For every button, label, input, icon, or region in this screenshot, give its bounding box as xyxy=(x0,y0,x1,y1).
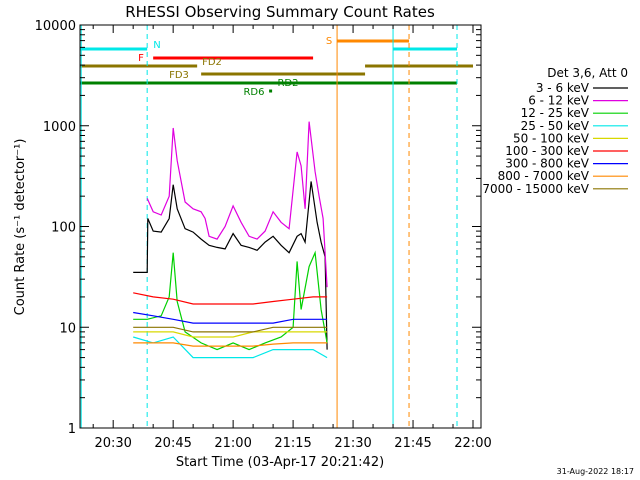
chart-title: RHESSI Observing Summary Count Rates xyxy=(125,3,435,21)
series-800-7000-kev xyxy=(133,342,328,347)
series-25-50-kev xyxy=(133,336,328,359)
legend-entry-label: 25 - 50 keV xyxy=(521,119,590,133)
vertical-line-layer xyxy=(80,25,458,428)
y-tick-label: 100 xyxy=(51,221,76,236)
series-100-300-kev xyxy=(133,292,328,305)
legend-entry-label: 100 - 300 keV xyxy=(505,144,589,158)
y-tick-label: 1 xyxy=(68,422,76,437)
y-tick-label: 10000 xyxy=(35,19,76,34)
flag-label-f: F xyxy=(138,53,144,64)
tick-layer: 20:30 20:45 21:00 21:15 21:30 21:45 22:00 1 10 10… xyxy=(35,19,492,451)
x-tick-label: 21:00 xyxy=(214,436,251,451)
x-tick-label: 20:30 xyxy=(94,436,131,451)
flag-label-rd6: RD6 xyxy=(243,87,264,98)
legend-entry-label: 300 - 800 keV xyxy=(505,157,589,171)
generated-timestamp: 31-Aug-2022 18:17 xyxy=(557,467,634,476)
series-7000-15000-kev xyxy=(133,326,328,333)
legend-entry-label: 12 - 25 keV xyxy=(521,106,590,120)
y-tick-label: 10 xyxy=(59,321,76,336)
series-6-12-kev xyxy=(146,121,328,288)
x-axis-label: Start Time (03-Apr-17 20:21:42) xyxy=(176,455,384,470)
x-tick-label: 21:45 xyxy=(394,436,431,451)
legend-entry-label: 6 - 12 keV xyxy=(528,94,590,108)
legend-entry-label: 7000 - 15000 keV xyxy=(482,182,589,196)
y-axis-label: Count Rate (s⁻¹ detector⁻¹) xyxy=(13,139,28,316)
y-tick-label: 1000 xyxy=(43,120,76,135)
flag-label-fd3: FD3 xyxy=(169,70,189,81)
flag-layer: N S F FD2 FD3 RD2 RD6 xyxy=(80,36,474,98)
flag-label-s: S xyxy=(326,36,332,47)
series-300-800-kev xyxy=(133,311,328,324)
flag-label-rd2: RD2 xyxy=(277,78,298,89)
series-3-6-kev xyxy=(133,181,328,350)
legend-entry-label: 3 - 6 keV xyxy=(536,81,590,95)
legend-title: Det 3,6, Att 0 xyxy=(547,66,628,80)
x-tick-label: 21:15 xyxy=(274,436,311,451)
x-tick-label: 20:45 xyxy=(154,436,191,451)
legend-entry-label: 50 - 100 keV xyxy=(513,131,590,145)
series-12-25-kev xyxy=(133,250,328,351)
x-tick-label: 21:30 xyxy=(334,436,371,451)
flag-rd6-marker xyxy=(269,89,273,93)
flag-label-n: N xyxy=(153,40,160,51)
series-50-100-kev xyxy=(133,331,328,338)
flag-label-fd2: FD2 xyxy=(202,57,222,68)
legend-entry-label: 800 - 7000 keV xyxy=(498,169,590,183)
series-layer xyxy=(133,121,328,359)
x-tick-label: 22:00 xyxy=(454,436,491,451)
